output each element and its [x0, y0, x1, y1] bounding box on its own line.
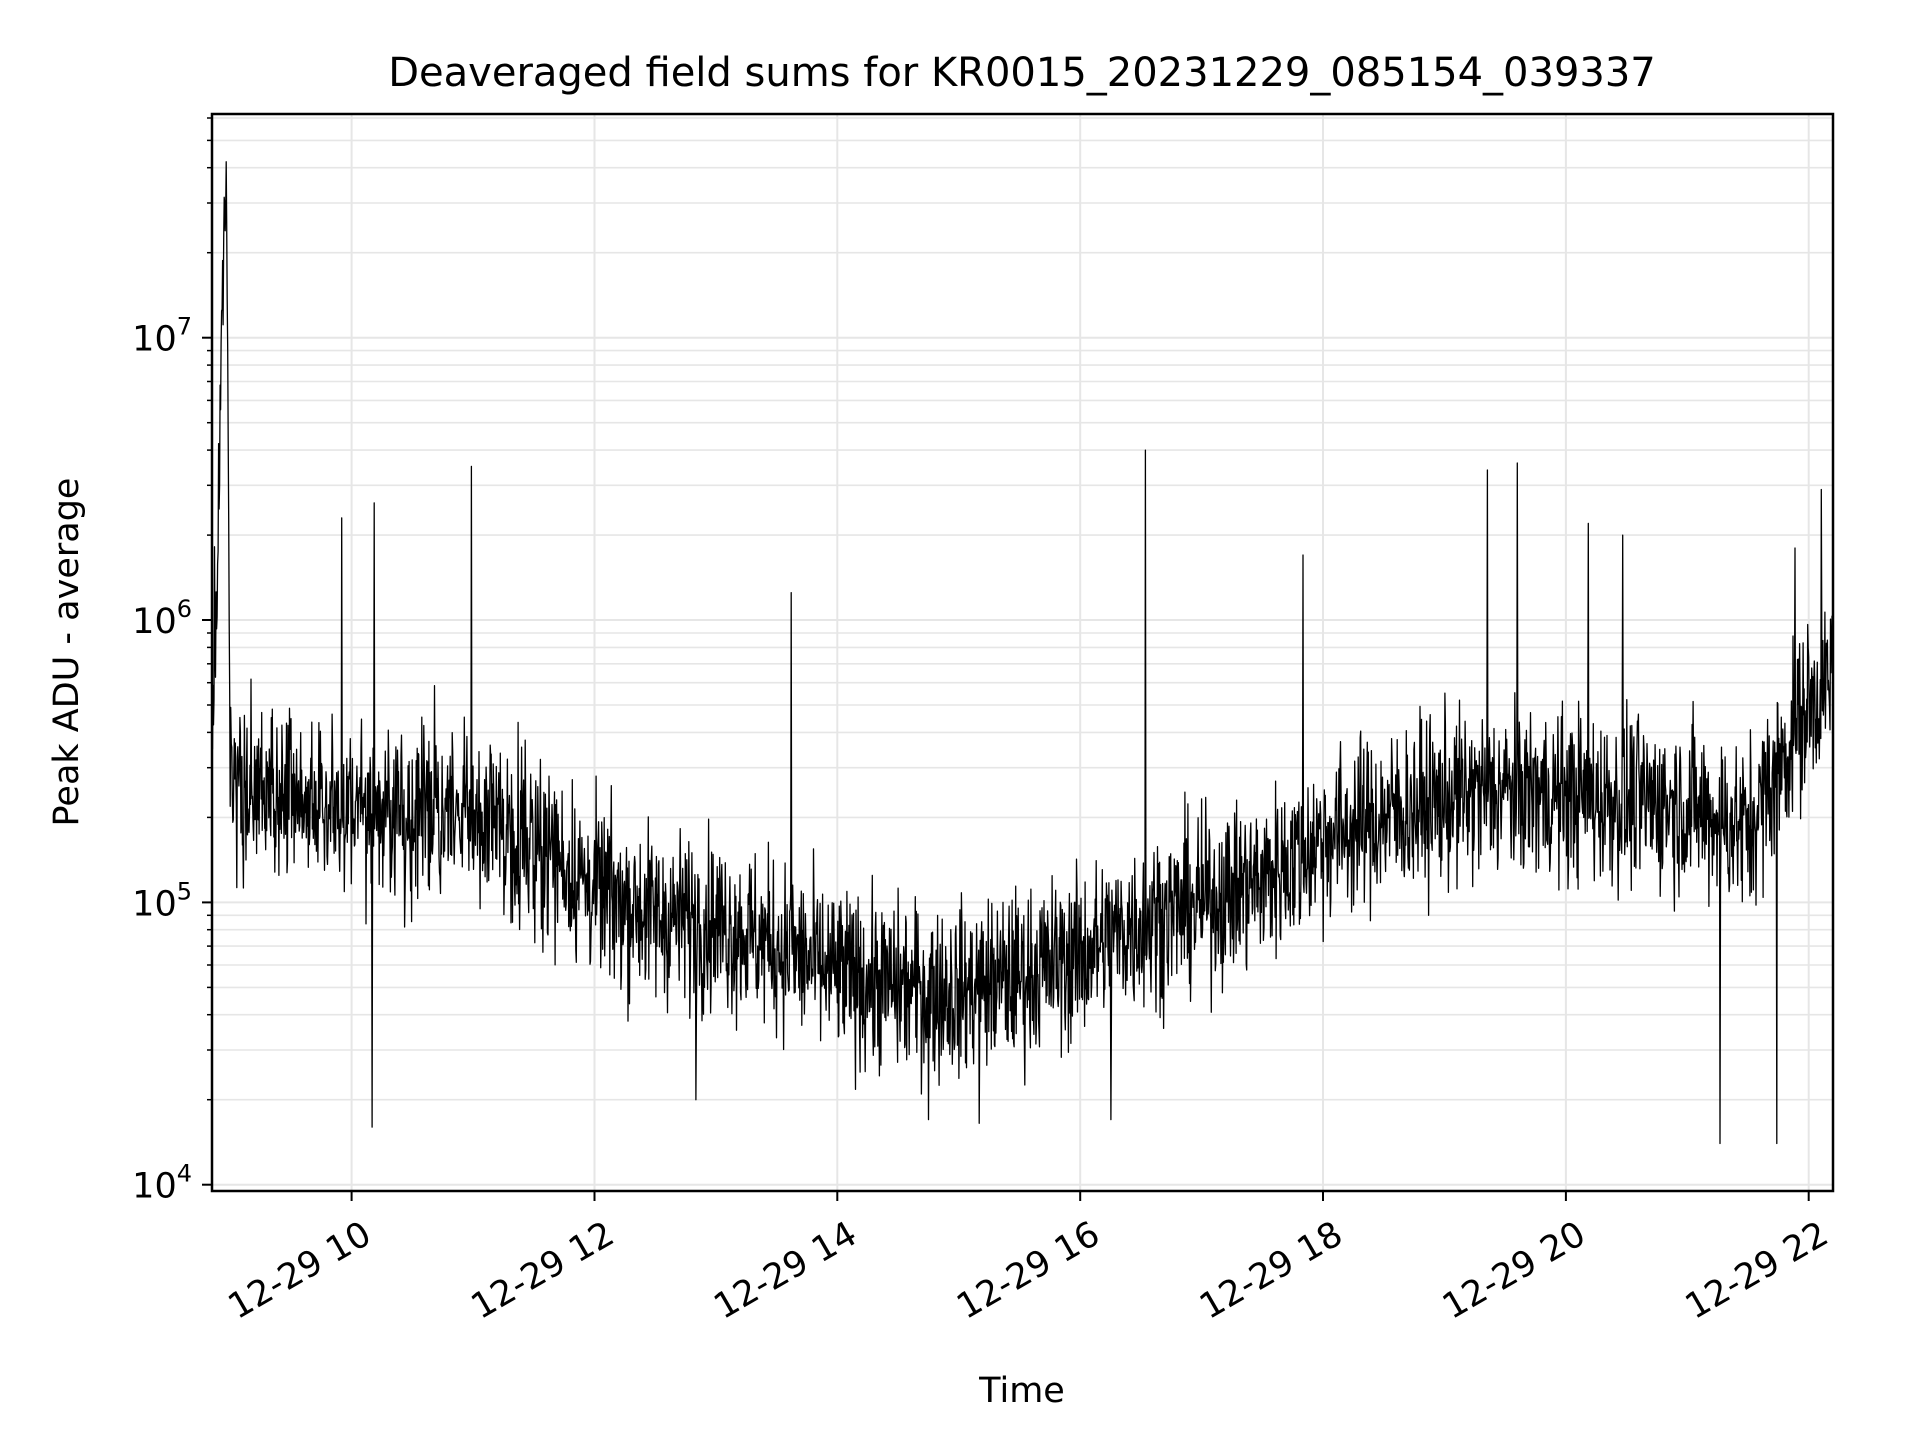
y-tick-label: 104 [132, 1160, 192, 1207]
y-tick-label: 107 [132, 313, 192, 360]
x-axis-label: Time [978, 1371, 1065, 1411]
chart-title: Deaveraged field sums for KR0015_2023122… [388, 50, 1656, 96]
plot-frame [210, 112, 1835, 1193]
series-polyline [211, 161, 1834, 1145]
series-line [211, 161, 1834, 1145]
y-tick-label: 106 [132, 595, 192, 642]
y-tick-label: 105 [132, 877, 192, 924]
y-axis: 104 105 106 107 [132, 117, 212, 1207]
y-axis-label: Peak ADU - average [47, 478, 87, 827]
